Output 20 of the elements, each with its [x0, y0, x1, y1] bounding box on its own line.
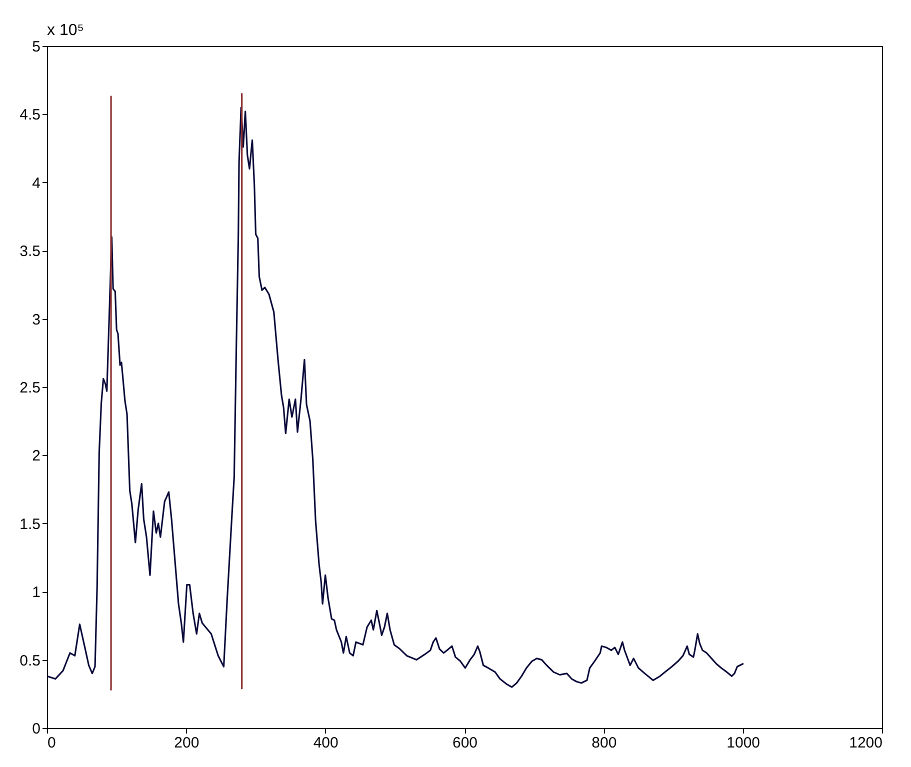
x-tick-label: 1200 [849, 734, 882, 752]
text: x 10⁵ [47, 22, 84, 39]
x-tick-label: 400 [313, 734, 338, 752]
x-tick-label: 1000 [726, 734, 760, 752]
y-tick-label: 0.5 [20, 652, 40, 670]
y-tick-label: 4.5 [20, 106, 40, 124]
line-series [47, 106, 744, 688]
y-tick-label: 5 [32, 38, 40, 56]
y-tick-label: 3.5 [20, 243, 40, 260]
x-tick-label: 0 [48, 734, 56, 752]
y-tick-label: 1 [32, 584, 40, 602]
y-tick-label: 2.5 [20, 380, 40, 396]
x-tick-label: 200 [174, 734, 200, 752]
x-tick-label: 600 [452, 734, 478, 752]
y-tick-label: 1.5 [20, 516, 40, 533]
y-tick-label: 2 [32, 448, 40, 465]
x-tick-label: 800 [592, 734, 617, 752]
y-tick-label: 3 [32, 311, 40, 328]
y-tick-label: 4 [32, 174, 40, 192]
y-tick-label: 0 [32, 720, 40, 738]
